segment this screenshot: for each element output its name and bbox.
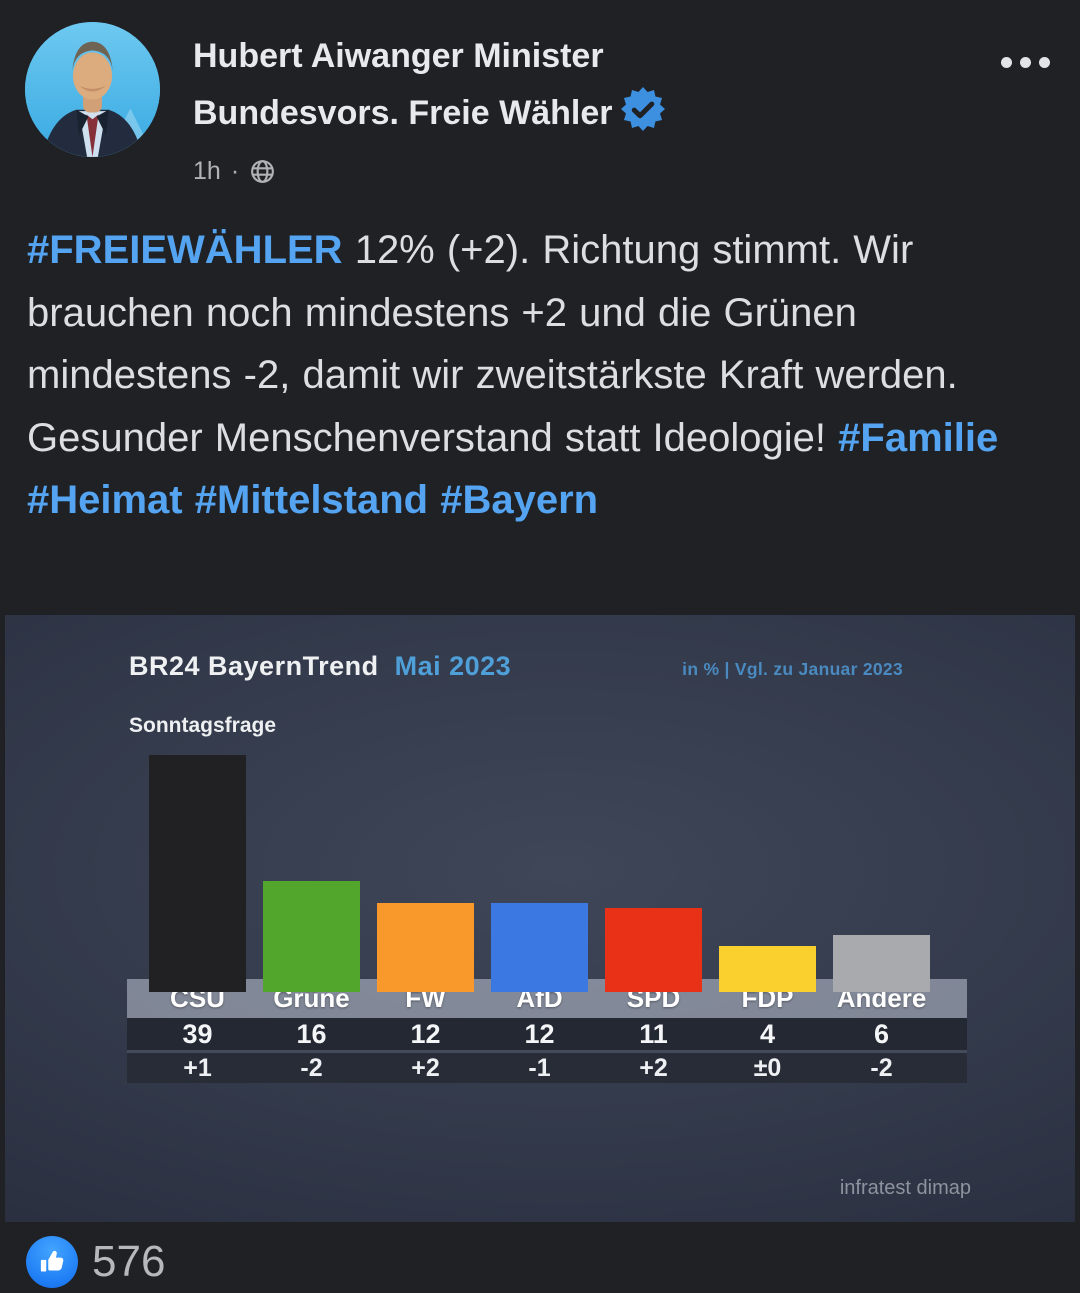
bar-value-FW: 12 — [410, 1019, 441, 1049]
bar-Andere — [833, 935, 930, 992]
meta-separator: · — [230, 157, 240, 185]
chart-row-divider — [127, 1050, 967, 1053]
bar-change-FW: +2 — [411, 1054, 440, 1082]
hashtag-link[interactable]: #Heimat — [27, 478, 183, 522]
ellipsis-dot — [1001, 57, 1012, 68]
chart-source: infratest dimap — [839, 1177, 971, 1199]
bar-SPD — [605, 908, 702, 992]
bar-change-FDP: ±0 — [753, 1054, 782, 1082]
thumbs-up-icon — [40, 1250, 64, 1272]
bar-Grüne — [263, 881, 360, 992]
bar-change-Grüne: -2 — [300, 1054, 323, 1082]
profile-photo — [25, 22, 160, 157]
bar-value-Andere: 6 — [873, 1019, 890, 1049]
post-image-bar-chart[interactable]: BR24 BayernTrend Mai 2023 in % | Vgl. zu … — [5, 615, 1075, 1222]
post-text-segment — [183, 478, 195, 522]
hashtag-link[interactable]: #Familie — [838, 415, 999, 460]
chart-title: BR24 BayernTrend Mai 2023 — [129, 651, 511, 682]
bar-change-AfD: -1 — [528, 1054, 551, 1082]
hashtag-link[interactable]: #Mittelstand — [194, 478, 429, 522]
privacy-globe-icon — [249, 158, 276, 185]
bar-value-CSU: 39 — [182, 1019, 213, 1049]
bar-FW — [377, 903, 474, 992]
profile-name[interactable]: Hubert Aiwanger Minister Bundesvors. Fre… — [193, 28, 793, 149]
hashtag-link[interactable]: #FREIEWÄHLER — [27, 228, 343, 272]
chart-value-row: 39 16 12 12 11 4 6 — [127, 1018, 967, 1050]
like-icon[interactable] — [26, 1236, 78, 1288]
chart-question-label: Sonntagsfrage — [129, 714, 277, 737]
bar-value-Grüne: 16 — [296, 1019, 327, 1049]
bar-value-AfD: 12 — [524, 1019, 555, 1049]
chart-title-date: Mai 2023 — [394, 651, 512, 681]
avatar[interactable] — [25, 22, 160, 157]
chart-title-main: BR24 BayernTrend — [129, 651, 379, 681]
reaction-summary[interactable]: 576 — [26, 1236, 165, 1288]
bar-value-FDP: 4 — [759, 1019, 776, 1049]
hashtag-link[interactable]: #Bayern — [440, 478, 599, 522]
profile-name-text: Hubert Aiwanger Minister Bundesvors. Fre… — [193, 37, 613, 132]
post-text-segment: 12% (+2). Richtung stimmt. Wir brauchen … — [27, 228, 958, 460]
ellipsis-dot — [1020, 57, 1031, 68]
verified-badge-icon — [621, 87, 666, 149]
chart-note: in % | Vgl. zu Januar 2023 — [682, 659, 903, 679]
bar-CSU — [149, 755, 246, 992]
bar-AfD — [491, 903, 588, 992]
bar-FDP — [719, 946, 816, 992]
post-meta: 1h · — [193, 157, 276, 186]
like-count[interactable]: 576 — [92, 1237, 166, 1286]
post-text-segment — [428, 478, 440, 522]
timestamp[interactable]: 1h — [193, 157, 221, 185]
bar-change-SPD: +2 — [639, 1054, 668, 1082]
ellipsis-dot — [1039, 57, 1050, 68]
bar-value-SPD: 11 — [639, 1019, 668, 1049]
post-text: #FREIEWÄHLER 12% (+2). Richtung stimmt. … — [27, 219, 1027, 532]
bar-change-CSU: +1 — [183, 1054, 212, 1082]
bar-change-Andere: -2 — [870, 1054, 893, 1082]
chart-change-row: +1 -2 +2 -1 +2 ±0 -2 — [127, 1053, 967, 1083]
more-options-button[interactable] — [1001, 57, 1050, 68]
